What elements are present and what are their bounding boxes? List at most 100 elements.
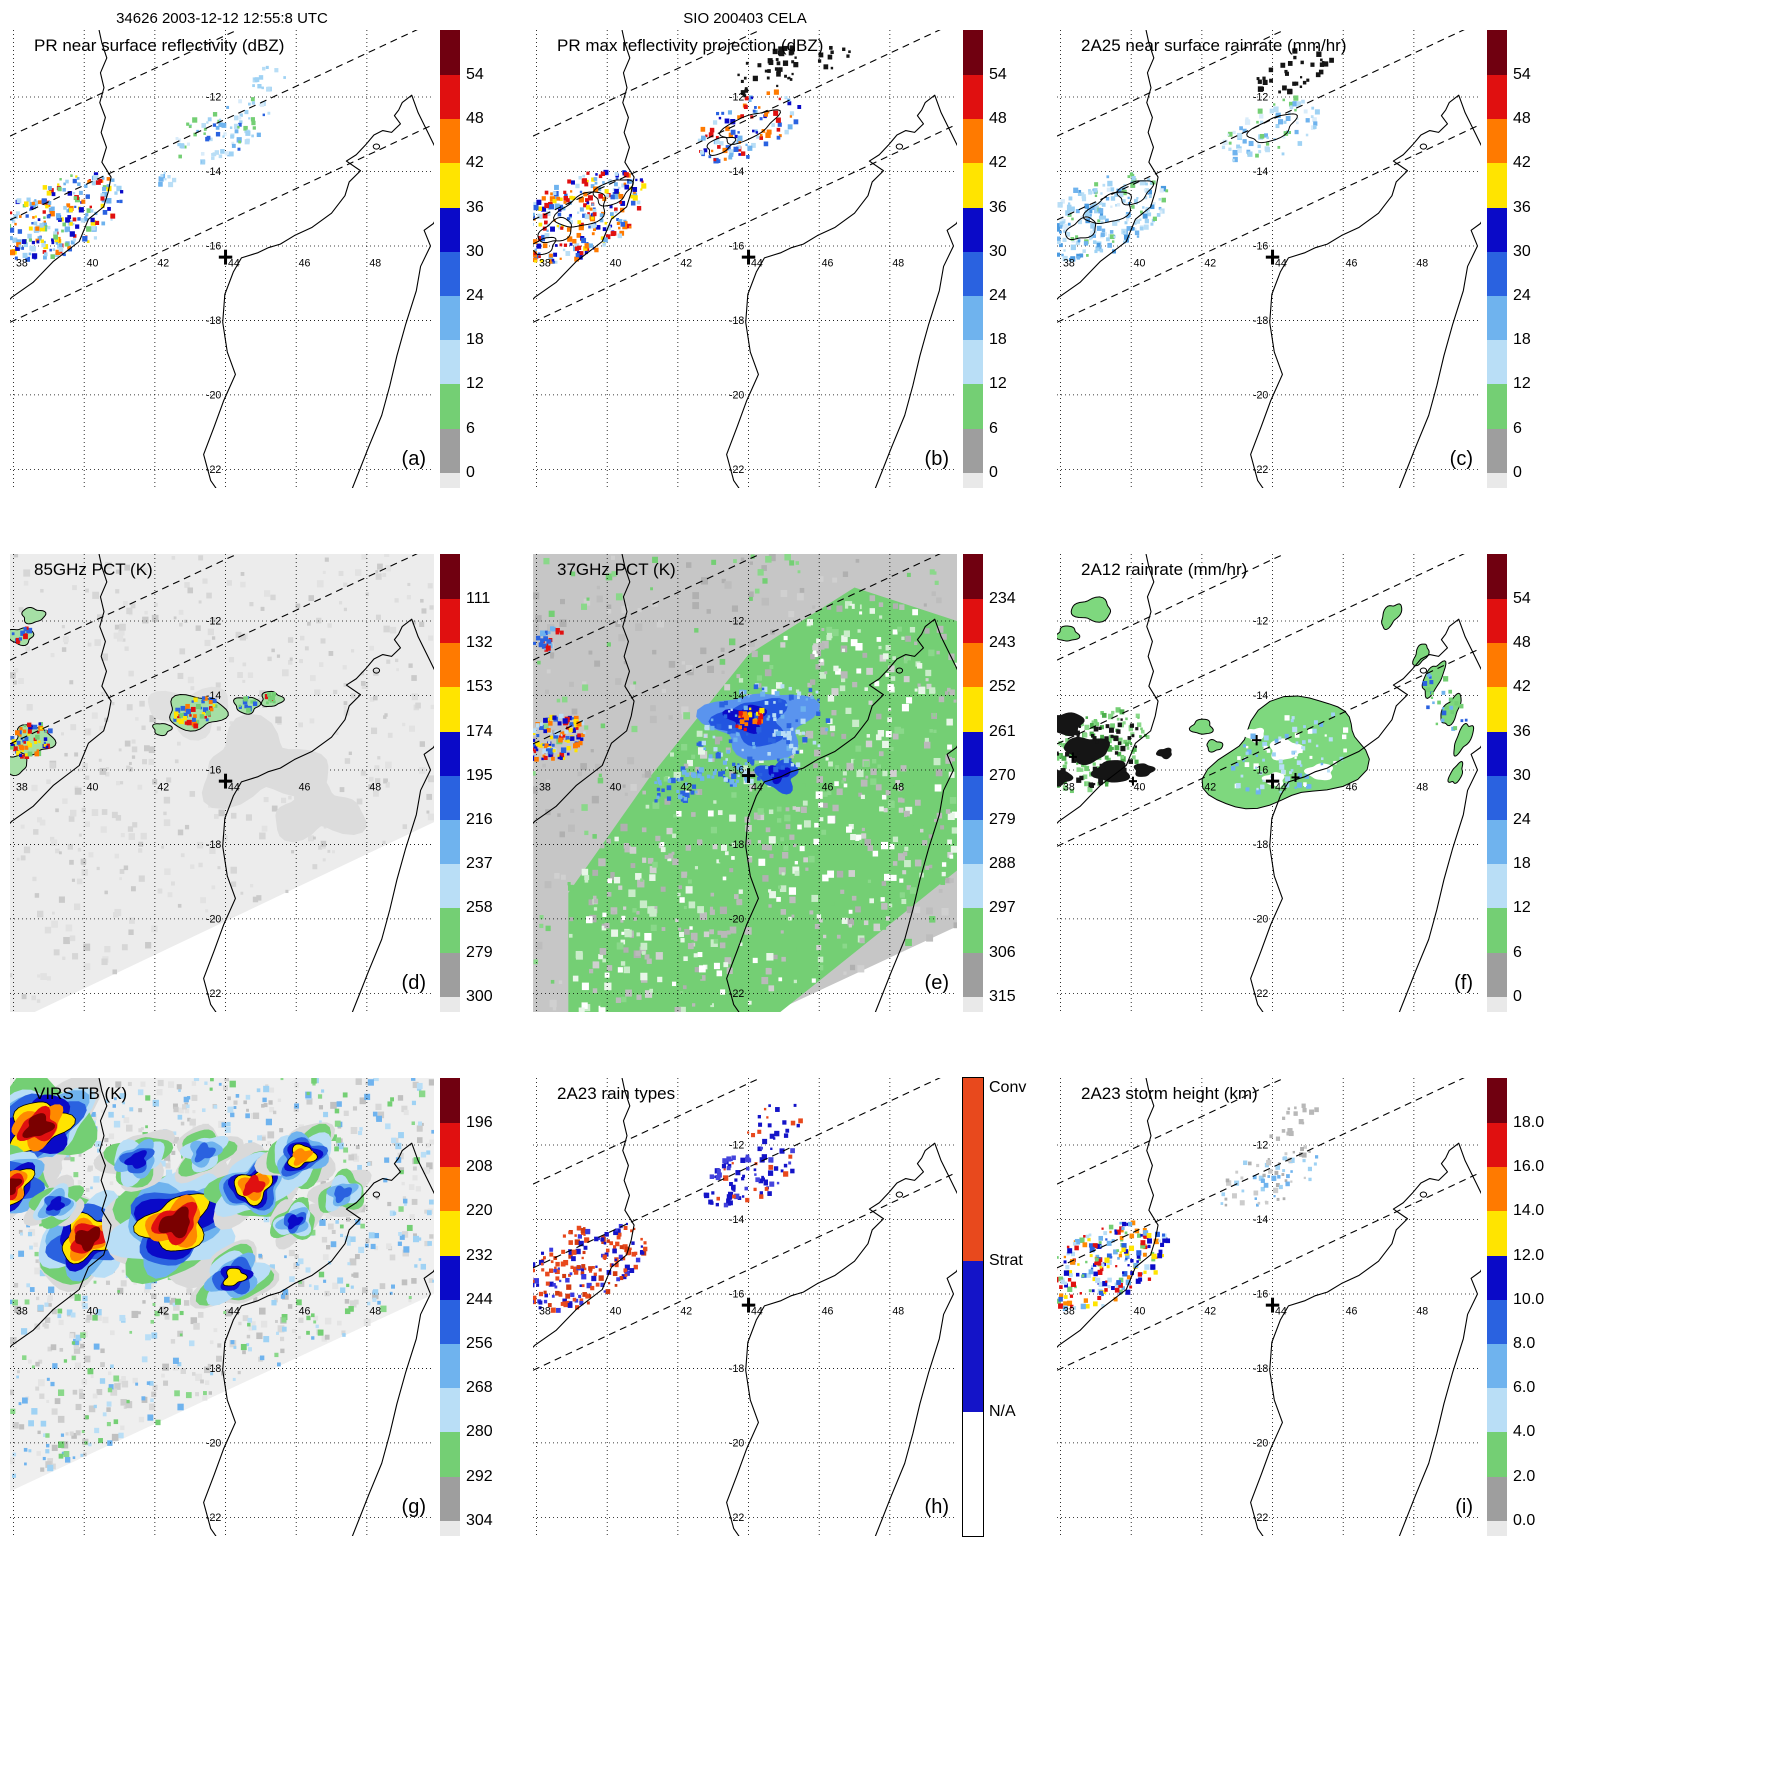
colorbar-tick-label: 220 [466, 1202, 493, 1220]
africa-coastline [1057, 1078, 1158, 1348]
swath-edge-dashed-line [1057, 648, 1481, 846]
colorbar-tick-label: 12 [1513, 375, 1531, 393]
colorbar-block [440, 1388, 460, 1433]
panel-c: -12 -14 -16 -18 -20 -22 38 40 42 44 46 48 2A25 near … [1057, 30, 1577, 500]
lon-tick-label: 42 [680, 1305, 692, 1317]
colorbar-tick-label: 48 [466, 110, 484, 128]
colorbar-tick-label: 8.0 [1513, 1335, 1536, 1352]
colorbar-block [1487, 75, 1507, 120]
colorbar-tick-label: 195 [466, 766, 493, 784]
panel-letter: (d) [401, 972, 426, 994]
lon-tick-label: 44 [751, 781, 763, 793]
lat-tick-label: -14 [729, 1214, 744, 1226]
island-outline [896, 144, 902, 149]
colorbar-tick-label: 208 [466, 1158, 493, 1176]
lat-tick-label: -16 [729, 1288, 744, 1300]
colorbar-tick-label: 24 [989, 287, 1007, 304]
colorbar-tick-label: 18 [1513, 855, 1531, 873]
island-outline [373, 144, 379, 149]
swath-edge-dashed-line [1057, 1078, 1481, 1268]
panel-letter: (c) [1449, 448, 1473, 470]
colorbar-tick-label: 36 [466, 198, 484, 216]
colorbar-tick-label: 42 [466, 154, 484, 172]
island-outline [1420, 1192, 1426, 1197]
madagascar-coastline [204, 95, 434, 488]
colorbar-block [440, 908, 460, 953]
panel-i: -12 -14 -16 -18 -20 -22 38 40 42 44 46 48 2A23 storm… [1057, 1078, 1577, 1548]
colorbar-tick-label: 196 [466, 1114, 493, 1131]
island-outline [373, 668, 379, 673]
colorbar-block [440, 1211, 460, 1256]
colorbar-block [1487, 1299, 1507, 1344]
colorbar-block [440, 1167, 460, 1212]
swath-edge-dashed-line [10, 554, 434, 660]
colorbar-tick-label: 48 [989, 110, 1007, 128]
colorbar-tick-label: 237 [466, 855, 493, 873]
lat-tick-label: -18 [206, 1363, 221, 1375]
colorbar-tick-label: 232 [466, 1246, 493, 1264]
colorbar-block [1487, 251, 1507, 296]
swath-edge-dashed-line [10, 30, 434, 136]
colorbar-block [440, 599, 460, 644]
colorbar-block [963, 163, 983, 208]
colorbar-tick-label: 268 [466, 1379, 493, 1397]
colorbar-tick-label: 297 [989, 899, 1016, 917]
colorbar-tick-label: 270 [989, 766, 1016, 784]
lon-tick-label: 46 [822, 1305, 834, 1317]
colorbar-tick-label: 216 [466, 811, 493, 828]
colorbar-tick-label: 2.0 [1513, 1467, 1536, 1485]
lon-tick-label: 48 [369, 781, 381, 793]
colorbar [962, 1077, 984, 1537]
africa-coastline [533, 30, 634, 300]
colorbar-block [440, 295, 460, 341]
colorbar-tick-label: 0 [1513, 463, 1522, 481]
colorbar [963, 554, 983, 1012]
lon-tick-label: 40 [87, 1305, 99, 1317]
colorbar-block [963, 295, 983, 341]
lon-tick-label: 40 [1134, 781, 1146, 793]
lon-tick-label: 42 [680, 257, 692, 269]
lat-tick-label: -16 [206, 240, 221, 252]
lon-tick-label: 44 [228, 781, 240, 793]
lon-tick-label: 48 [369, 1305, 381, 1317]
colorbar-block [440, 554, 460, 599]
map-canvas: -12 -14 -16 -18 -20 -22 38 40 42 44 46 48 [533, 30, 957, 488]
swath-edge-dashed-line [1057, 554, 1481, 744]
colorbar-tick-label: 10.0 [1513, 1290, 1545, 1308]
lon-tick-label: 48 [1416, 257, 1428, 269]
madagascar-coastline [727, 619, 957, 1012]
colorbar-tick-label: 24 [1513, 287, 1531, 304]
lon-tick-label: 40 [610, 781, 622, 793]
lat-tick-label: -18 [1253, 1363, 1268, 1375]
lat-tick-label: -22 [1253, 988, 1268, 1000]
island-outline [896, 1192, 902, 1197]
lon-tick-label: 38 [1063, 1305, 1075, 1317]
colorbar-block [440, 428, 460, 473]
colorbar-block [440, 687, 460, 732]
colorbar-block [1487, 643, 1507, 688]
colorbar-block [1487, 1432, 1507, 1477]
colorbar-tick-label: 12 [466, 375, 484, 393]
colorbar-tick-label: 243 [989, 634, 1016, 652]
colorbar [1487, 554, 1507, 1012]
lat-tick-label: -12 [729, 1140, 744, 1152]
colorbar-block [963, 554, 983, 599]
swath-edge-dashed-line [1057, 30, 1481, 136]
map-canvas: -12 -14 -16 -18 -20 -22 38 40 42 44 46 48 [10, 30, 434, 488]
lat-tick-label: -12 [206, 616, 221, 628]
colorbar-tick-label: 24 [466, 287, 484, 304]
colorbar-tick-label: 252 [989, 678, 1016, 696]
colorbar-block [1487, 908, 1507, 953]
colorbar-block [1487, 687, 1507, 732]
colorbar-tick-label: 288 [989, 855, 1016, 873]
colorbar-block [963, 731, 983, 776]
colorbar-tick-label: 30 [1513, 766, 1531, 784]
colorbar-block [440, 775, 460, 820]
colorbar-block [440, 731, 460, 776]
madagascar-coastline [204, 619, 434, 1012]
lon-tick-label: 42 [1204, 257, 1216, 269]
colorbar-block [440, 163, 460, 208]
colorbar-block [963, 340, 983, 385]
panel-e: -12 -14 -16 -18 -20 -22 38 40 42 44 46 48 37GHz PCT … [533, 554, 1053, 1024]
colorbar-block [1487, 295, 1507, 341]
